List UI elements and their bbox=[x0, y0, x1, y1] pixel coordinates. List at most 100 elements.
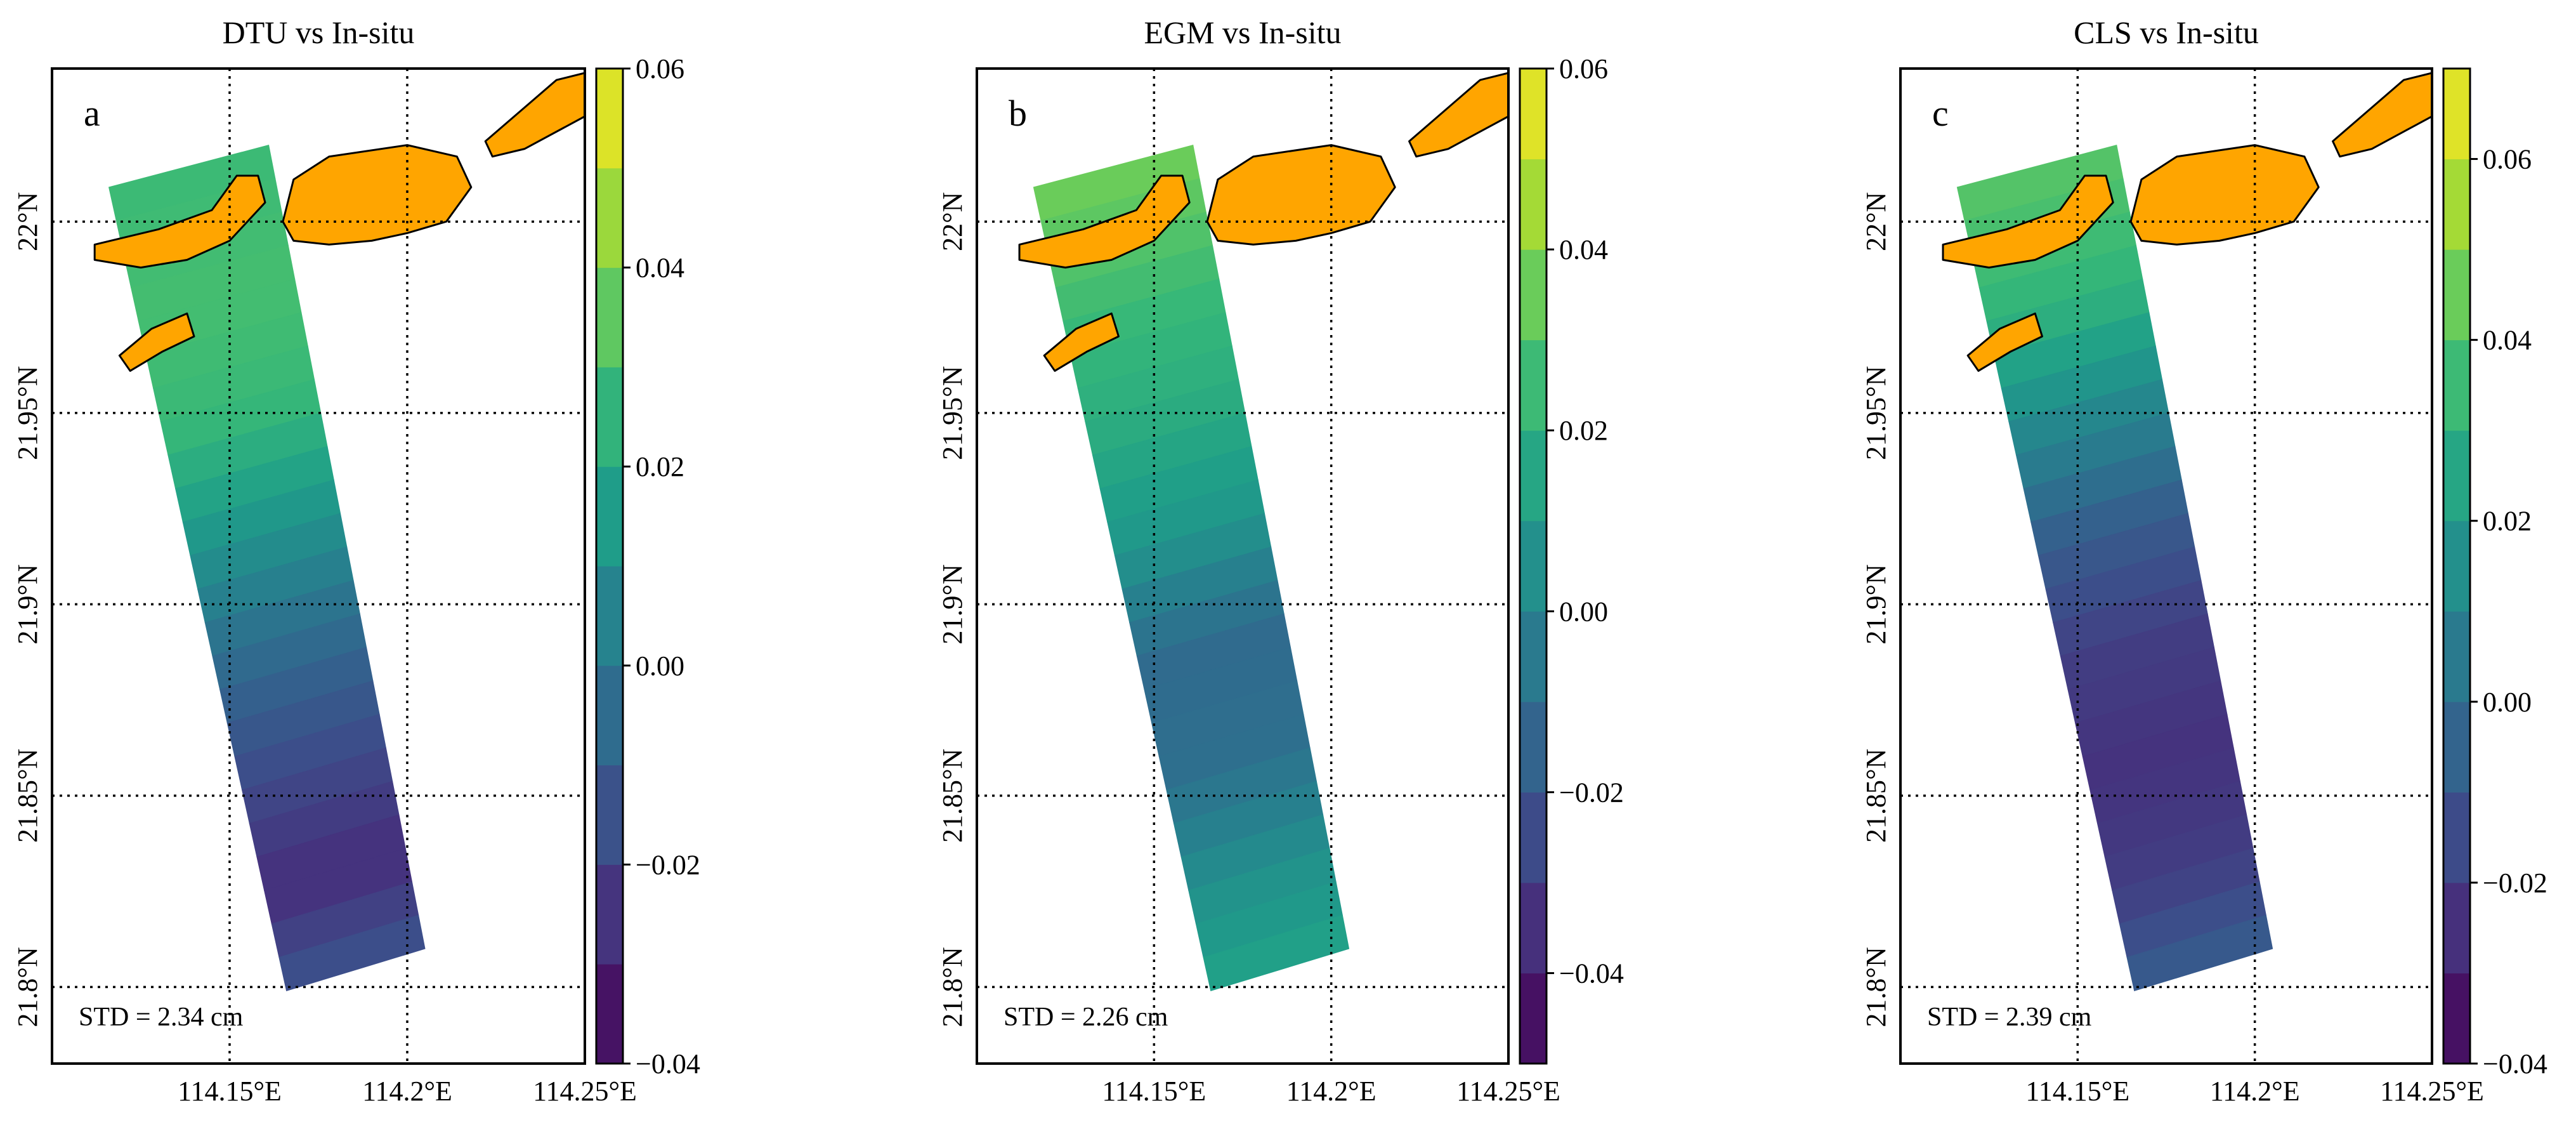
colorbar-tick-label: −0.02 bbox=[636, 849, 700, 880]
y-tick-label: 21.95°N bbox=[12, 366, 43, 460]
x-tick-label: 114.2°E bbox=[1286, 1076, 1376, 1107]
x-tick-label: 114.15°E bbox=[178, 1076, 282, 1107]
colorbar-bin bbox=[596, 566, 623, 666]
y-tick-label: 21.9°N bbox=[937, 564, 968, 644]
colorbar-bin bbox=[596, 765, 623, 865]
y-tick-label: 21.85°N bbox=[1860, 749, 1892, 843]
land-mass bbox=[2129, 144, 2320, 246]
colorbar-bin bbox=[2443, 973, 2470, 1064]
colorbar-tick-label: 0.02 bbox=[2483, 506, 2532, 537]
colorbar-bin bbox=[1520, 973, 1546, 1064]
colorbar-tick-label: −0.02 bbox=[1559, 777, 1624, 808]
colorbar-bin bbox=[1520, 792, 1546, 883]
colorbar-bin bbox=[2443, 520, 2470, 612]
colorbar-bin bbox=[2443, 340, 2470, 431]
colorbar-bin bbox=[1520, 611, 1546, 702]
panel-a: DTU vs In-situ a STD = 2.34 cm 114.15°E 114.… bbox=[12, 15, 700, 1107]
colorbar-tick-label: 0.04 bbox=[1559, 234, 1608, 265]
plot-area bbox=[93, 72, 585, 992]
colorbar-bin bbox=[596, 665, 623, 766]
swath-band bbox=[2126, 914, 2273, 992]
x-tick-label: 114.15°E bbox=[1102, 1076, 1206, 1107]
colorbar-tick-label: 0.00 bbox=[2483, 687, 2532, 718]
colorbar-bin bbox=[2443, 882, 2470, 973]
colorbar-tick-label: −0.02 bbox=[2483, 867, 2547, 899]
y-tick-label: 21.8°N bbox=[12, 947, 43, 1027]
chart-title: EGM vs In-situ bbox=[1144, 15, 1341, 50]
y-tick-label: 21.95°N bbox=[1860, 366, 1892, 460]
colorbar: −0.04 −0.02 0.00 0.02 0.04 0.06 bbox=[2442, 67, 2547, 1079]
colorbar-tick-label: 0.04 bbox=[636, 253, 684, 284]
colorbar-bin bbox=[596, 69, 623, 169]
std-annotation: STD = 2.34 cm bbox=[79, 1003, 244, 1032]
y-tick-label: 21.85°N bbox=[12, 749, 43, 843]
colorbar-bin bbox=[2443, 792, 2470, 883]
colorbar-tick-label: 0.02 bbox=[636, 451, 684, 482]
colorbar-tick-label: 0.04 bbox=[2483, 325, 2532, 356]
colorbar-bin bbox=[1520, 159, 1546, 250]
colorbar-tick-label: −0.04 bbox=[1559, 958, 1624, 989]
colorbar-bin bbox=[596, 964, 623, 1064]
colorbar-tick-label: 0.00 bbox=[636, 650, 684, 682]
swath-band bbox=[1203, 914, 1350, 992]
colorbar-tick-label: −0.04 bbox=[636, 1048, 700, 1079]
colorbar: −0.04 −0.02 0.00 0.02 0.04 0.06 bbox=[1519, 53, 1624, 1065]
colorbar-bin bbox=[596, 168, 623, 268]
land-mass bbox=[1942, 175, 2114, 269]
colorbar-frame bbox=[2442, 67, 2471, 1065]
colorbar-bin bbox=[2443, 430, 2470, 522]
swath-band bbox=[278, 914, 426, 992]
land-mass bbox=[282, 144, 473, 246]
y-tick-label: 21.8°N bbox=[1860, 947, 1892, 1027]
land-mass bbox=[484, 72, 585, 158]
axes-frame bbox=[51, 67, 586, 1065]
y-tick-label: 21.8°N bbox=[937, 947, 968, 1027]
y-tick-label: 21.95°N bbox=[937, 366, 968, 460]
colorbar-bin bbox=[596, 466, 623, 567]
std-annotation: STD = 2.39 cm bbox=[1927, 1003, 2092, 1032]
colorbar-bin bbox=[1520, 249, 1546, 341]
y-tick-label: 22°N bbox=[12, 192, 43, 251]
y-tick-label: 22°N bbox=[1860, 192, 1892, 251]
colorbar-bin bbox=[1520, 520, 1546, 612]
colorbar-bin bbox=[596, 864, 623, 965]
chart-title: DTU vs In-situ bbox=[223, 15, 415, 50]
panel-b: EGM vs In-situ b STD = 2.26 cm 114.15°E 114.… bbox=[937, 15, 1624, 1107]
colorbar-bin bbox=[2443, 159, 2470, 250]
x-tick-label: 114.25°E bbox=[533, 1076, 637, 1107]
x-tick-label: 114.2°E bbox=[2210, 1076, 2300, 1107]
colorbar-tick-label: 0.06 bbox=[1559, 53, 1608, 84]
x-tick-label: 114.25°E bbox=[1456, 1076, 1560, 1107]
colorbar-tick-label: 0.00 bbox=[1559, 596, 1608, 627]
colorbar-bin bbox=[596, 267, 623, 367]
x-tick-label: 114.15°E bbox=[2025, 1076, 2129, 1107]
land-mass bbox=[1043, 312, 1120, 372]
x-tick-label: 114.2°E bbox=[362, 1076, 452, 1107]
colorbar: −0.04 −0.02 0.00 0.02 0.04 0.06 bbox=[595, 53, 700, 1079]
x-tick-label: 114.25°E bbox=[2380, 1076, 2484, 1107]
land-mass bbox=[1206, 144, 1396, 246]
colorbar-bin bbox=[2443, 701, 2470, 793]
colorbar-frame bbox=[1519, 67, 1548, 1065]
land-mass bbox=[118, 312, 195, 372]
colorbar-frame bbox=[595, 67, 624, 1065]
plot-area bbox=[1942, 72, 2432, 992]
colorbar-tick-label: −0.04 bbox=[2483, 1048, 2547, 1079]
panel-letter: c bbox=[1932, 93, 1949, 134]
colorbar-tick-label: 0.06 bbox=[636, 53, 684, 84]
axes-frame bbox=[976, 67, 1510, 1065]
colorbar-tick-label: 0.02 bbox=[1559, 415, 1608, 446]
y-tick-label: 22°N bbox=[937, 192, 968, 251]
chart-title: CLS vs In-situ bbox=[2074, 15, 2259, 50]
colorbar-bin bbox=[1520, 69, 1546, 160]
colorbar-bin bbox=[1520, 430, 1546, 522]
colorbar-bin bbox=[2443, 249, 2470, 341]
colorbar-bin bbox=[596, 367, 623, 467]
y-tick-label: 21.9°N bbox=[1860, 564, 1892, 644]
land-mass bbox=[1018, 175, 1191, 269]
land-mass bbox=[93, 175, 266, 269]
colorbar-bin bbox=[1520, 882, 1546, 973]
plot-area bbox=[1018, 72, 1508, 992]
colorbar-bin bbox=[1520, 340, 1546, 431]
colorbar-bin bbox=[1520, 701, 1546, 793]
